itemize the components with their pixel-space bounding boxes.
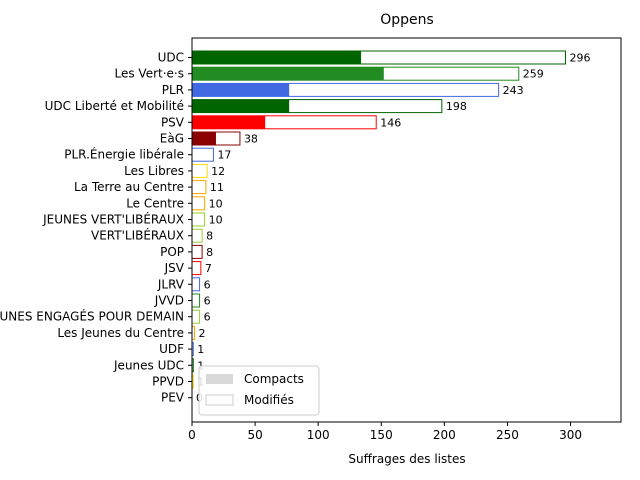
category-label: UDC (158, 51, 184, 65)
value-label: 243 (503, 84, 524, 97)
category-label: UDC Liberté et Mobilité (45, 99, 184, 113)
category-label: JVVD (154, 294, 184, 308)
value-label: 8 (206, 230, 213, 243)
bar-compact (192, 132, 216, 145)
value-label: 10 (209, 197, 223, 210)
legend-label: Compacts (244, 372, 304, 386)
bar-total (191, 277, 201, 292)
legend-swatch (205, 394, 234, 406)
value-label: 6 (204, 278, 211, 291)
value-label: 146 (380, 116, 401, 129)
value-label: 11 (210, 181, 224, 194)
bar-total (191, 196, 206, 211)
x-tick-label: 250 (496, 428, 519, 442)
chart-title: Oppens (380, 12, 434, 28)
value-label: 296 (569, 52, 590, 65)
legend-label: Modifiés (244, 393, 294, 407)
value-label: 38 (244, 133, 258, 146)
value-label: 17 (217, 149, 231, 162)
category-label: UDF (159, 342, 184, 356)
bar-total (191, 293, 201, 308)
value-label: 6 (204, 311, 211, 324)
category-label: JSV (164, 261, 185, 275)
category-label: JLRV (157, 277, 185, 291)
category-label: POP (160, 245, 184, 259)
legend-swatch (206, 374, 233, 384)
category-label: JEUNES VERT'LIBÉRAUX (42, 212, 184, 227)
x-tick-label: 300 (559, 428, 582, 442)
bar-compact (192, 83, 290, 97)
bar-total (191, 261, 202, 276)
category-label: Les Libres (124, 164, 184, 178)
bar-total (191, 228, 203, 243)
category-label: Le Centre (126, 196, 184, 210)
bar-total (191, 212, 206, 227)
category-label: PPVD (152, 375, 184, 389)
value-label: 198 (446, 100, 467, 113)
category-label: JEUNES ENGAGÉS POUR DEMAIN (0, 309, 184, 324)
category-label: VERT'LIBÉRAUX (91, 228, 184, 243)
category-label: Jeunes UDC (113, 358, 184, 372)
bar-compact (192, 67, 384, 81)
bar-compact (192, 115, 266, 129)
x-tick-label: 150 (370, 428, 393, 442)
category-label: PLR.Énergie libérale (64, 147, 184, 162)
category-label: PEV (161, 391, 185, 405)
value-label: 2 (199, 327, 206, 340)
bar-total (191, 180, 207, 195)
category-label: PSV (161, 115, 185, 129)
value-label: 8 (206, 246, 213, 259)
value-label: 12 (211, 165, 225, 178)
x-axis-title: Suffrages des listes (348, 452, 465, 466)
value-label: 7 (205, 262, 212, 275)
value-label: 6 (204, 295, 211, 308)
x-tick-label: 100 (307, 428, 330, 442)
bar-compact (192, 99, 290, 113)
bar-total (191, 309, 201, 324)
category-label: La Terre au Centre (74, 180, 184, 194)
bar-compact (192, 51, 362, 64)
legend: Compacts Modifiés (198, 365, 320, 416)
x-tick-label: 200 (433, 428, 456, 442)
category-label: Les Vert·e·s (115, 67, 185, 81)
value-label: 259 (523, 68, 544, 81)
category-label: Les Jeunes du Centre (57, 326, 184, 340)
x-tick-label: 50 (247, 428, 262, 442)
value-label: 10 (209, 214, 223, 227)
category-label: EàG (160, 132, 184, 146)
x-tick-label: 0 (188, 428, 196, 442)
value-label: 1 (197, 343, 204, 356)
bar-total (191, 147, 214, 162)
bar-total (191, 244, 203, 259)
category-label: PLR (162, 83, 184, 97)
bar-total (191, 163, 208, 178)
plot-frame (191, 37, 622, 423)
